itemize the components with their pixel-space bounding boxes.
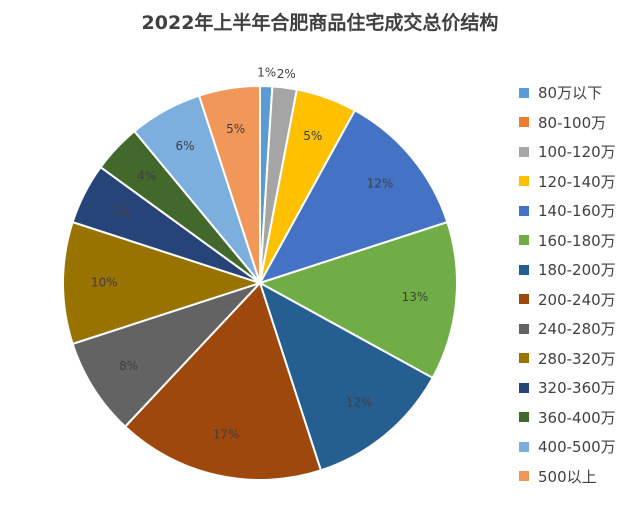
legend-swatch (519, 471, 529, 482)
pie-slice-13 (197, 84, 261, 284)
legend-item: 500以上 (519, 462, 616, 492)
data-label-5: 13% (402, 290, 429, 304)
pie-slice-9 (62, 220, 264, 346)
legend-swatch (519, 176, 529, 187)
data-label-0: 1% (257, 66, 276, 80)
data-label-11: 4% (137, 169, 156, 183)
legend-label: 200-240万 (538, 290, 616, 309)
data-label-9: 10% (91, 276, 118, 290)
legend-item: 80-100万 (519, 108, 616, 138)
legend-swatch (519, 294, 529, 305)
legend-swatch (519, 264, 529, 275)
legend-item: 280-320万 (519, 344, 616, 374)
legend-label: 180-200万 (538, 261, 616, 280)
legend-label: 160-180万 (538, 231, 616, 250)
legend-swatch (519, 441, 529, 452)
legend-label: 500以上 (538, 467, 597, 486)
legend-label: 80万以下 (538, 84, 603, 103)
legend-label: 400-500万 (538, 438, 616, 457)
legend-item: 200-240万 (519, 285, 616, 315)
legend-label: 320-360万 (538, 379, 616, 398)
legend-swatch (519, 412, 529, 423)
legend-item: 100-120万 (519, 137, 616, 167)
legend-label: 280-320万 (538, 349, 616, 368)
data-label-12: 6% (175, 139, 194, 153)
legend-item: 400-500万 (519, 432, 616, 462)
pie-slice-8 (71, 282, 261, 429)
legend-label: 240-280万 (538, 320, 616, 339)
legend-item: 360-400万 (519, 403, 616, 433)
chart-title: 2022年上半年合肥商品住宅成交总价结构 (141, 12, 499, 34)
legend-swatch (519, 146, 529, 157)
legend-label: 360-400万 (538, 408, 616, 427)
legend-label: 100-120万 (538, 143, 616, 162)
data-label-7: 17% (213, 427, 240, 441)
data-label-13: 5% (226, 122, 245, 136)
legend-swatch (519, 117, 529, 128)
legend: 80万以下 80-100万 100-120万 120-140万 140-160万 160-… (519, 78, 616, 491)
pie-slice-6 (258, 280, 434, 472)
data-label-2: 2% (277, 67, 296, 81)
legend-swatch (519, 235, 529, 246)
legend-label: 80-100万 (538, 113, 607, 132)
legend-item: 240-280万 (519, 314, 616, 344)
legend-swatch (519, 87, 529, 98)
pie-slice-5 (257, 220, 458, 380)
legend-item: 140-160万 (519, 196, 616, 226)
data-label-4: 12% (367, 176, 394, 190)
legend-item: 120-140万 (519, 167, 616, 197)
pie-data-labels: 1% 2% 5% 12% 13% 12% 17% 8% 10% 5% 4% 6% 5% (91, 66, 428, 442)
legend-label: 120-140万 (538, 172, 616, 191)
legend-swatch (519, 205, 529, 216)
legend-item: 320-360万 (519, 373, 616, 403)
legend-item: 180-200万 (519, 255, 616, 285)
data-label-3: 5% (303, 129, 322, 143)
legend-swatch (519, 323, 529, 334)
legend-label: 140-160万 (538, 202, 616, 221)
pie-slice-7 (123, 281, 323, 481)
legend-item: 160-180万 (519, 226, 616, 256)
data-label-6: 12% (346, 395, 373, 409)
data-label-10: 5% (112, 205, 131, 219)
data-label-8: 8% (119, 359, 138, 373)
pie-slices (62, 84, 458, 481)
pie-slice-4 (257, 109, 449, 285)
legend-item: 80万以下 (519, 78, 616, 108)
legend-swatch (519, 382, 529, 393)
legend-swatch (519, 353, 529, 364)
